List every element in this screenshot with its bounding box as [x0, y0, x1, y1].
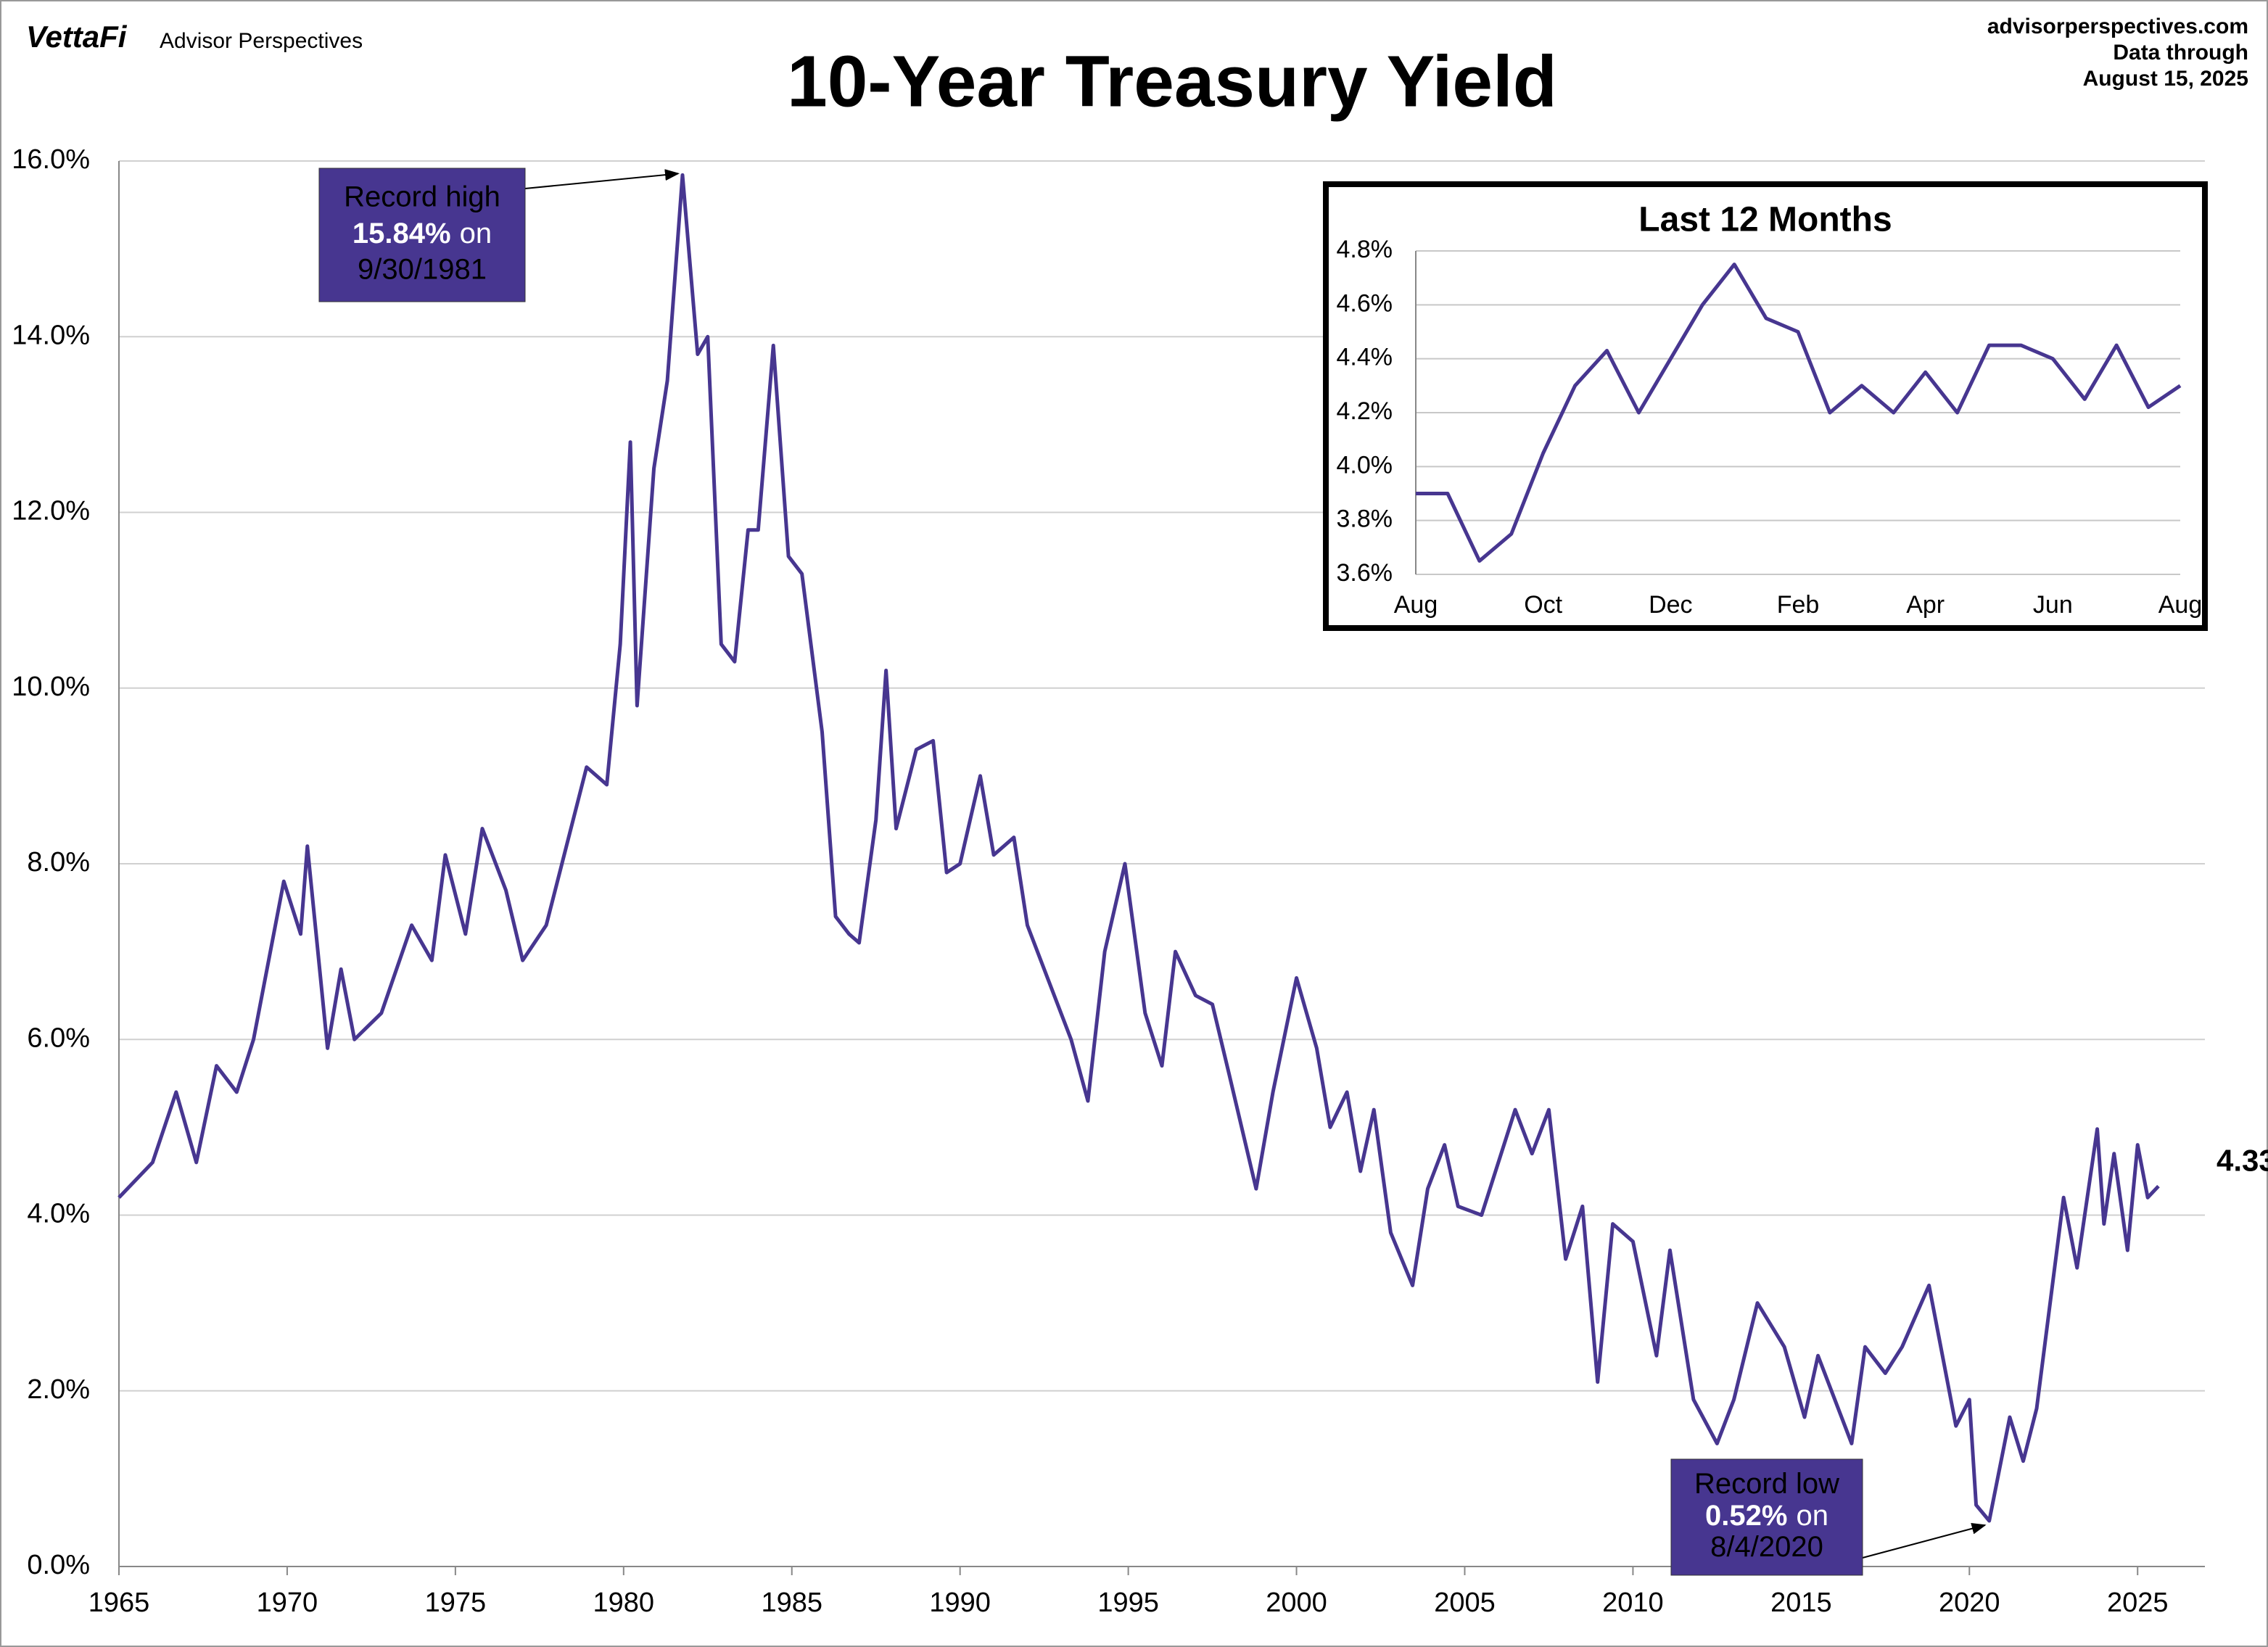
- inset-x-tick-label: Feb: [1777, 591, 1820, 619]
- annotation-text: 9/30/1981: [358, 254, 487, 286]
- inset-x-tick-label: Aug: [1394, 591, 1438, 619]
- inset-x-tick-label: Oct: [1524, 591, 1562, 619]
- inset-x-tick-label: Apr: [1906, 591, 1945, 619]
- x-tick-label: 2005: [1434, 1588, 1496, 1618]
- inset-x-tick-label: Jun: [2033, 591, 2073, 619]
- y-tick-label: 2.0%: [27, 1374, 90, 1405]
- x-tick-label: 1985: [761, 1588, 822, 1618]
- inset-y-tick-label: 4.0%: [1337, 451, 1393, 479]
- brand: VettaFi: [26, 20, 128, 54]
- annotation-value: 0.52%: [1705, 1500, 1787, 1532]
- publisher: Advisor Perspectives: [160, 29, 363, 53]
- x-tick-label: 1975: [425, 1588, 487, 1618]
- inset-y-tick-label: 4.8%: [1337, 236, 1393, 263]
- x-tick-label: 2000: [1266, 1588, 1327, 1618]
- annotation-arrow: [524, 169, 680, 189]
- x-tick-label: 1965: [88, 1588, 150, 1618]
- x-tick-label: 1995: [1097, 1588, 1159, 1618]
- inset-y-tick-label: 3.8%: [1337, 505, 1393, 533]
- y-tick-label: 8.0%: [27, 847, 90, 878]
- annotation-text: 8/4/2020: [1710, 1531, 1823, 1563]
- inset-y-tick-label: 3.6%: [1337, 559, 1393, 587]
- annotation-box: [1670, 1458, 1863, 1576]
- inset-x-tick-label: Aug: [2158, 591, 2203, 619]
- annotation-arrow: [1862, 1522, 1987, 1559]
- y-tick-label: 14.0%: [12, 320, 90, 350]
- x-tick-label: 1980: [593, 1588, 655, 1618]
- chart-title: 10-Year Treasury Yield: [787, 41, 1557, 122]
- annotation-text: Record high: [344, 181, 500, 212]
- y-tick-label: 0.0%: [27, 1550, 90, 1580]
- series-line: [1416, 263, 2182, 563]
- annotation-text: 15.84% on: [352, 218, 492, 249]
- x-tick-label: 2010: [1602, 1588, 1664, 1618]
- x-tick-label: 2020: [1939, 1588, 2000, 1618]
- y-tick-label: 16.0%: [12, 144, 90, 175]
- x-tick-label: 2025: [2107, 1588, 2169, 1618]
- annotation-text: 0.52% on: [1705, 1500, 1828, 1532]
- y-tick-label: 6.0%: [27, 1023, 90, 1053]
- inset-title: Last 12 Months: [1638, 201, 1892, 239]
- y-tick-label: 10.0%: [12, 672, 90, 702]
- annotation-text: Record low: [1694, 1468, 1839, 1500]
- series-line: [117, 173, 2160, 1523]
- annotation-box: [318, 168, 526, 302]
- x-tick-label: 1990: [929, 1588, 991, 1618]
- annotation-value: 15.84%: [352, 218, 451, 249]
- end-label: 4.33%: [2217, 1144, 2268, 1178]
- annotation-text: on: [460, 218, 492, 249]
- x-tick-label: 1970: [257, 1588, 318, 1618]
- annotation-text: on: [1796, 1500, 1828, 1532]
- note: Data through: [2113, 41, 2248, 65]
- canvas: VettaFi Advisor Perspectives advisorpers…: [12, 15, 2268, 1618]
- inset-x-tick-label: Dec: [1649, 591, 1692, 619]
- inset-y-tick-label: 4.4%: [1337, 344, 1393, 371]
- inset-frame: [1323, 181, 2208, 631]
- note: August 15, 2025: [2083, 67, 2248, 91]
- x-tick-label: 2015: [1770, 1588, 1832, 1618]
- inset-y-tick-label: 4.2%: [1337, 397, 1393, 425]
- y-tick-label: 4.0%: [27, 1199, 90, 1229]
- inset-y-tick-label: 4.6%: [1337, 289, 1393, 317]
- y-tick-label: 12.0%: [12, 496, 90, 527]
- site: advisorperspectives.com: [1987, 15, 2248, 38]
